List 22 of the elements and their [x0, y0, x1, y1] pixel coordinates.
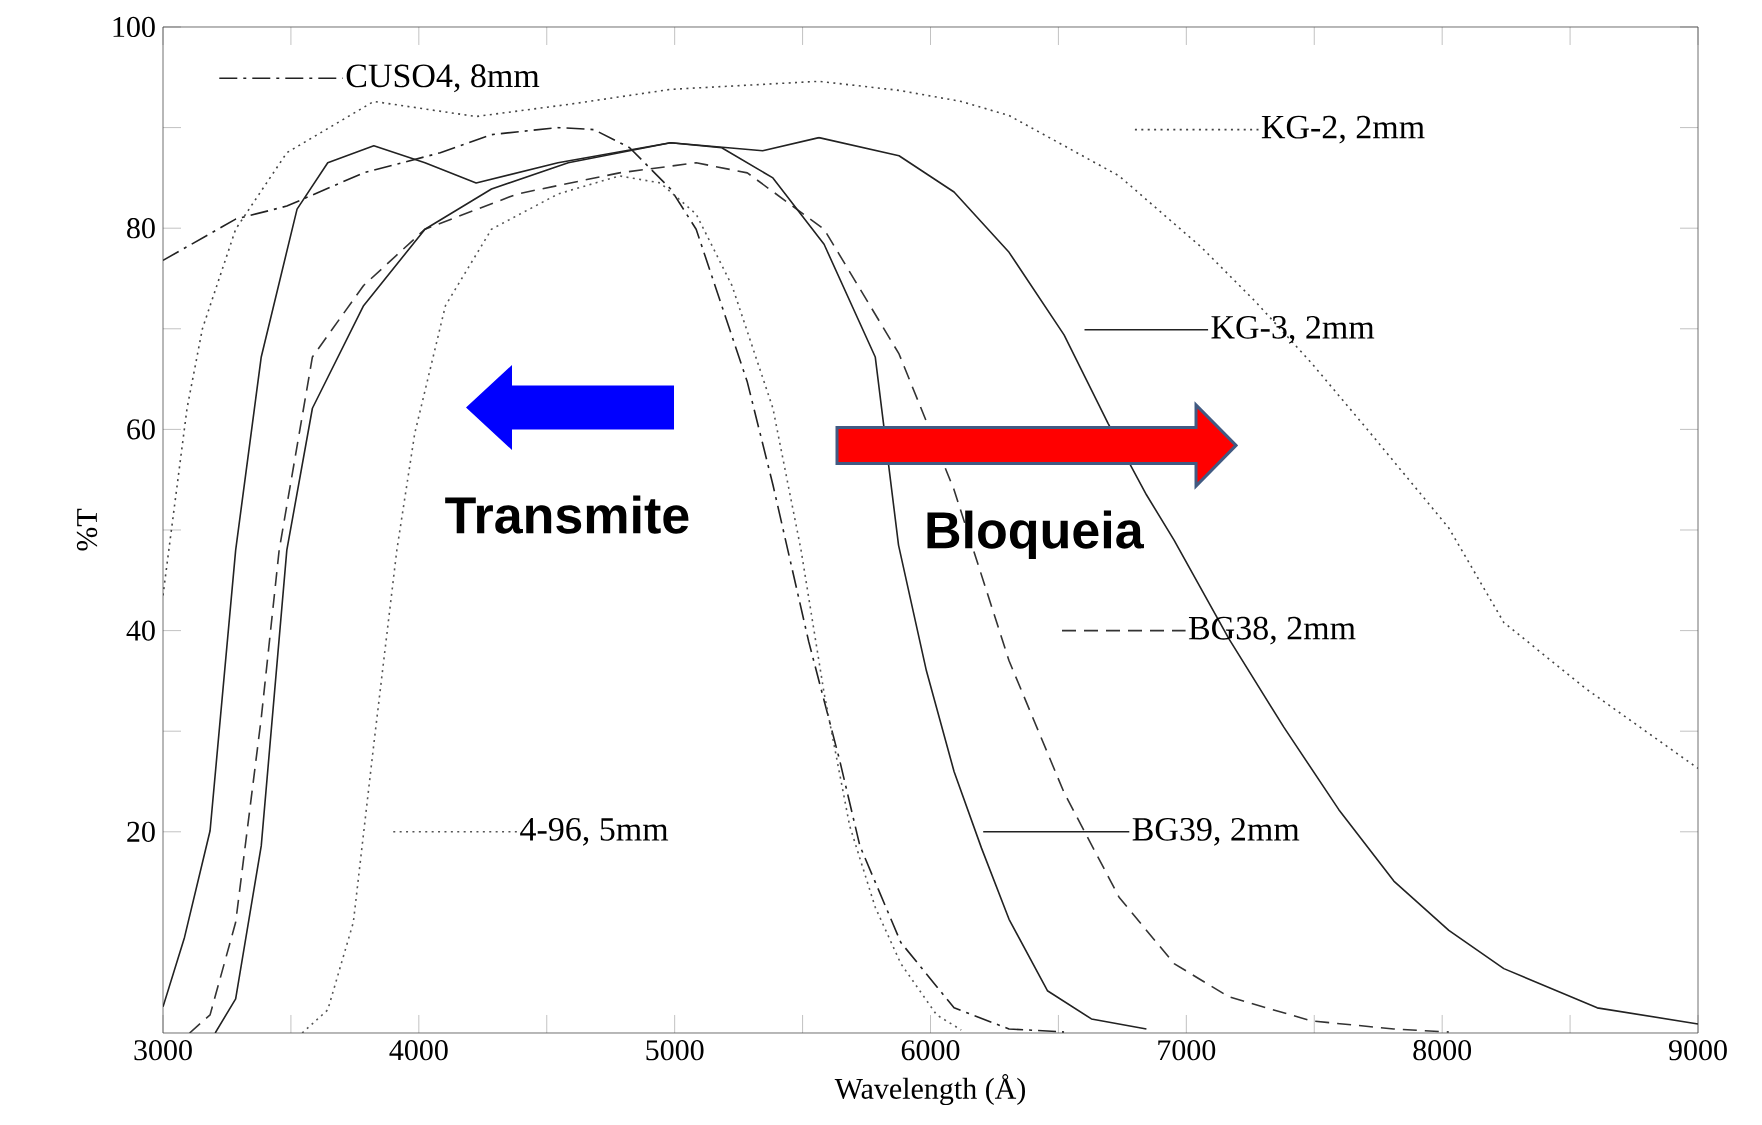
x-axis-title: Wavelength (Å)	[834, 1074, 1025, 1106]
y-tick-label: 80	[127, 218, 155, 239]
annotation: Bloqueia	[927, 510, 1144, 560]
x-tick-label: 4000	[389, 1040, 448, 1061]
x-tick-label: 5000	[646, 1040, 704, 1061]
legend-label: 4-96, 5mm	[520, 817, 669, 846]
x-tick-label: 6000	[901, 1040, 960, 1061]
legend-label: KG-2, 2mm	[1261, 115, 1425, 144]
y-axis-title: %T	[76, 508, 98, 551]
y-tick-label: 100	[113, 16, 155, 38]
y-tick-label: 60	[127, 419, 155, 440]
legend-label: CUSO4, 8mm	[346, 64, 540, 93]
x-tick-label: 3000	[134, 1040, 192, 1061]
legend-label: KG-3, 2mm	[1211, 315, 1375, 344]
y-tick-label: 40	[126, 620, 155, 641]
annotation: Transmite	[445, 495, 689, 534]
legend-label: BG39, 2mm	[1132, 817, 1300, 846]
x-tick-label: 9000	[1668, 1040, 1727, 1061]
x-tick-label: 8000	[1413, 1040, 1472, 1061]
y-tick-label: 20	[127, 821, 155, 842]
x-tick-label: 7000	[1158, 1040, 1216, 1061]
line-series	[188, 162, 1450, 1033]
